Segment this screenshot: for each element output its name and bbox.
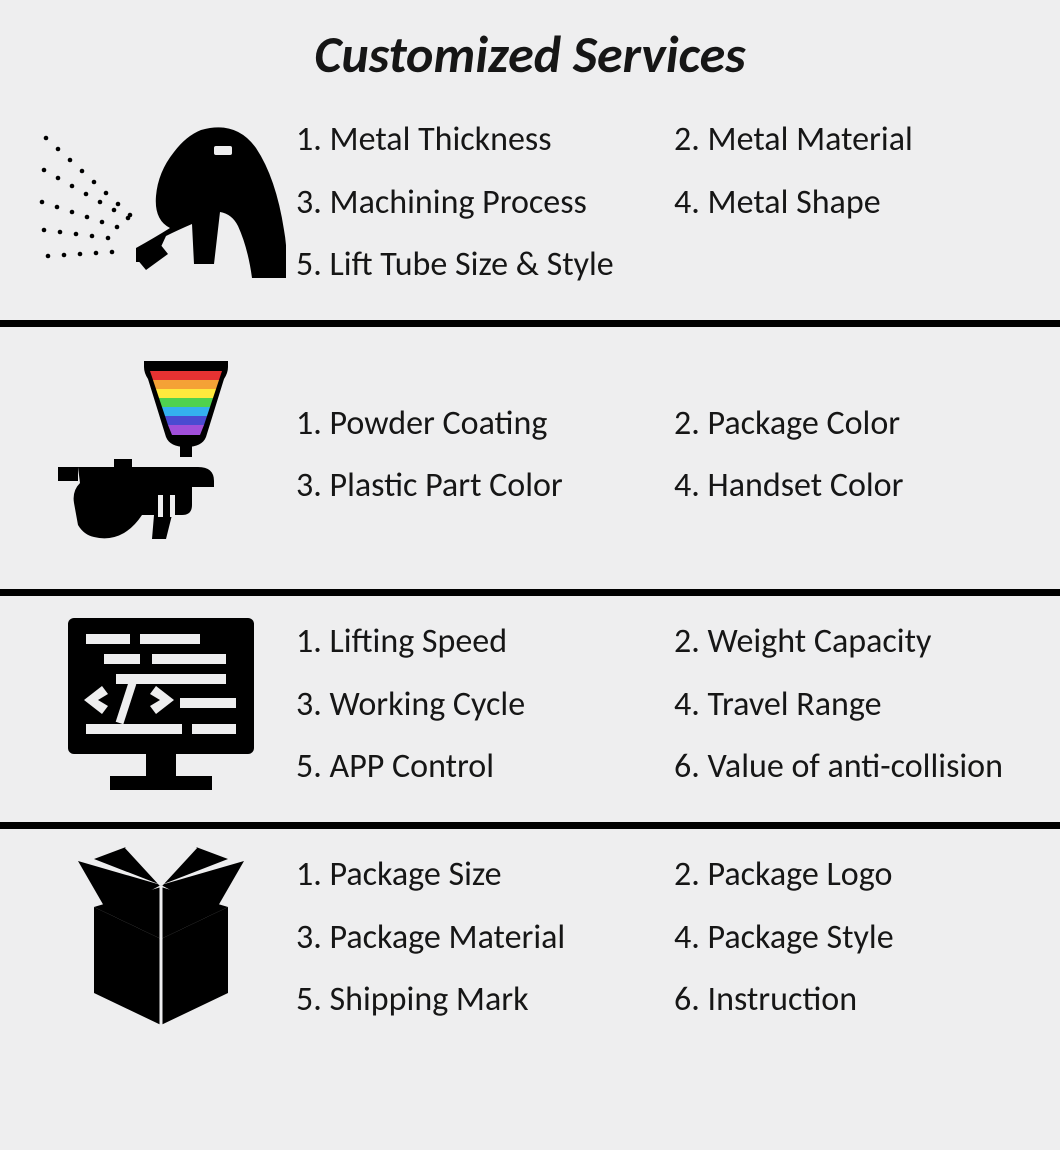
item-package-size: 1. Package Size bbox=[296, 844, 662, 907]
divider bbox=[0, 589, 1060, 596]
item-metal-thickness: 1. Metal Thickness bbox=[296, 109, 662, 172]
item-instruction: 6. Instruction bbox=[674, 969, 1040, 1032]
section-software: 1. Lifting Speed 2. Weight Capacity 3. W… bbox=[0, 600, 1060, 818]
section-metalwork: 1. Metal Thickness 2. Metal Material 3. … bbox=[0, 98, 1060, 316]
item-package-logo: 2. Package Logo bbox=[674, 844, 1040, 907]
item-machining-process: 3. Machining Process bbox=[296, 172, 662, 235]
welder-icon bbox=[26, 108, 296, 298]
item-lift-tube: 5. Lift Tube Size & Style bbox=[296, 234, 1040, 297]
divider bbox=[0, 822, 1060, 829]
item-working-cycle: 3. Working Cycle bbox=[296, 674, 662, 737]
item-lifting-speed: 1. Lifting Speed bbox=[296, 611, 662, 674]
item-plastic-part-color: 3. Plastic Part Color bbox=[296, 455, 662, 518]
item-metal-material: 2. Metal Material bbox=[674, 109, 1040, 172]
item-package-material: 3. Package Material bbox=[296, 907, 662, 970]
item-app-control: 5. APP Control bbox=[296, 736, 662, 799]
divider bbox=[0, 320, 1060, 327]
item-anti-collision: 6. Value of anti-collision bbox=[674, 736, 1040, 799]
code-monitor-icon bbox=[26, 610, 296, 800]
item-package-color: 2. Package Color bbox=[674, 393, 1040, 456]
item-shipping-mark: 5. Shipping Mark bbox=[296, 969, 662, 1032]
open-box-icon bbox=[26, 843, 296, 1033]
item-handset-color: 4. Handset Color bbox=[674, 455, 1040, 518]
item-travel-range: 4. Travel Range bbox=[674, 674, 1040, 737]
item-package-style: 4. Package Style bbox=[674, 907, 1040, 970]
item-weight-capacity: 2. Weight Capacity bbox=[674, 611, 1040, 674]
spray-gun-icon bbox=[26, 355, 296, 555]
section-color: 1. Powder Coating 2. Package Color 3. Pl… bbox=[0, 331, 1060, 585]
page-title: Customized Services bbox=[0, 0, 1060, 98]
section-package: 1. Package Size 2. Package Logo 3. Packa… bbox=[0, 833, 1060, 1051]
item-metal-shape: 4. Metal Shape bbox=[674, 172, 1040, 235]
item-powder-coating: 1. Powder Coating bbox=[296, 393, 662, 456]
